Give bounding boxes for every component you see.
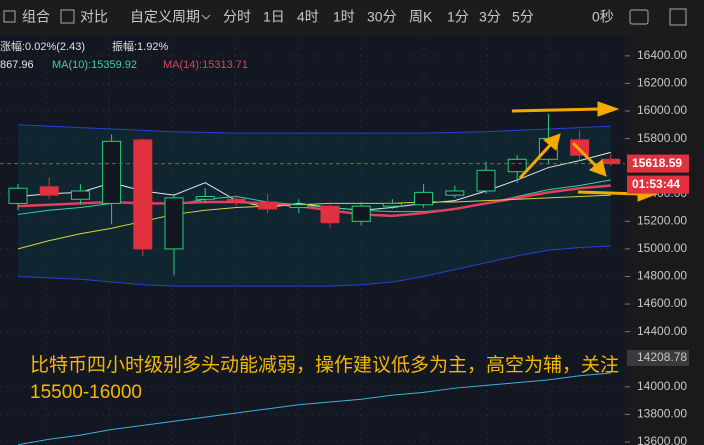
icon [60, 9, 75, 24]
candle-body [133, 139, 153, 250]
arrow-head [589, 159, 607, 177]
camera-icon[interactable] [629, 9, 649, 25]
candle-body [320, 205, 340, 224]
y-tick-label: 16200.00 [637, 76, 687, 90]
line [17, 124, 611, 134]
candle-body [8, 187, 28, 204]
candle-body [476, 169, 496, 192]
arrow [577, 190, 641, 196]
dropdown-arrow [201, 14, 211, 20]
arrows [511, 101, 658, 202]
tab[interactable]: 组合 [22, 9, 50, 25]
candle-body [102, 140, 122, 204]
indicator: 振幅:1.92% [112, 39, 168, 53]
arrow [518, 141, 554, 180]
tab[interactable]: 5分 [512, 9, 534, 25]
price-axis [625, 36, 704, 445]
toolbar-items: 组合 对比 自定义周期 分时 1日 4时 1时 30分 周K 1分 3分 5分 … [3, 8, 687, 26]
y-tick-label: 15000.00 [637, 241, 687, 255]
last-price: 15618.59 [632, 156, 682, 170]
tab[interactable]: 自定义周期 [130, 9, 200, 25]
indicator: 867.96 [0, 59, 34, 71]
tab[interactable]: 1时 [333, 9, 355, 25]
tab[interactable]: 分时 [223, 9, 251, 25]
annotation: 15500-16000 [30, 382, 142, 403]
candle-body [382, 202, 402, 207]
candle-body [39, 186, 59, 196]
arrow [511, 107, 601, 113]
arrow-head [597, 101, 620, 117]
candle-body [414, 191, 434, 206]
icon [3, 10, 16, 23]
candle-body [445, 190, 465, 196]
line [17, 245, 611, 287]
tab[interactable]: 周K [409, 9, 433, 25]
arrow [571, 141, 600, 170]
y-tick-label: 16400.00 [637, 48, 687, 62]
candle-body [507, 158, 527, 173]
y-tick-label: 15200.00 [637, 214, 687, 228]
candle-body [289, 204, 309, 209]
tab[interactable]: 1分 [447, 9, 469, 25]
candle-body [195, 196, 215, 200]
tab[interactable]: 1日 [263, 9, 285, 25]
candle-body [70, 190, 90, 200]
line [17, 372, 611, 445]
line [17, 194, 611, 250]
y-tick-label: 16000.00 [637, 103, 687, 117]
indicator: MA(14):15313.71 [163, 59, 248, 71]
tab[interactable]: 4时 [297, 9, 319, 25]
y-tick-label: 13600.00 [637, 434, 687, 445]
y-tick-label: 14600.00 [637, 296, 687, 310]
toolbar [0, 0, 704, 36]
tab[interactable]: 3分 [479, 9, 501, 25]
tab[interactable]: 对比 [80, 9, 108, 25]
indicator: 涨幅:0.02%(2.43) [0, 40, 85, 53]
candle-body [601, 158, 621, 165]
countdown-box [627, 175, 689, 194]
y-tick-label: 15800.00 [637, 131, 687, 145]
tab[interactable]: 30分 [367, 9, 397, 25]
candle-body [226, 198, 246, 202]
arrow-head [543, 133, 561, 151]
y-tick-label: 13800.00 [637, 407, 687, 421]
countdown: 01:53:44 [632, 177, 680, 191]
y-tick-label: 14000.00 [637, 379, 687, 393]
settings-icon[interactable] [669, 8, 687, 26]
marker-box [627, 350, 689, 367]
candle-body [164, 197, 184, 250]
marker-label: 14208.78 [637, 350, 687, 364]
annotation: 比特币四小时级别多头动能减弱，操作建议低多为主，高空为辅，关注 [30, 354, 619, 376]
candle-body [351, 205, 371, 222]
indicator: MA(10):15359.92 [52, 59, 137, 71]
price-box [627, 154, 689, 173]
plot: 13600.00 13800.00 14000.00 14400.00 14600.00… [0, 36, 687, 445]
candle-body [258, 201, 278, 210]
tab[interactable]: 0秒 [592, 9, 614, 25]
y-tick-label: 14400.00 [637, 324, 687, 338]
y-tick-label: 14800.00 [637, 269, 687, 283]
